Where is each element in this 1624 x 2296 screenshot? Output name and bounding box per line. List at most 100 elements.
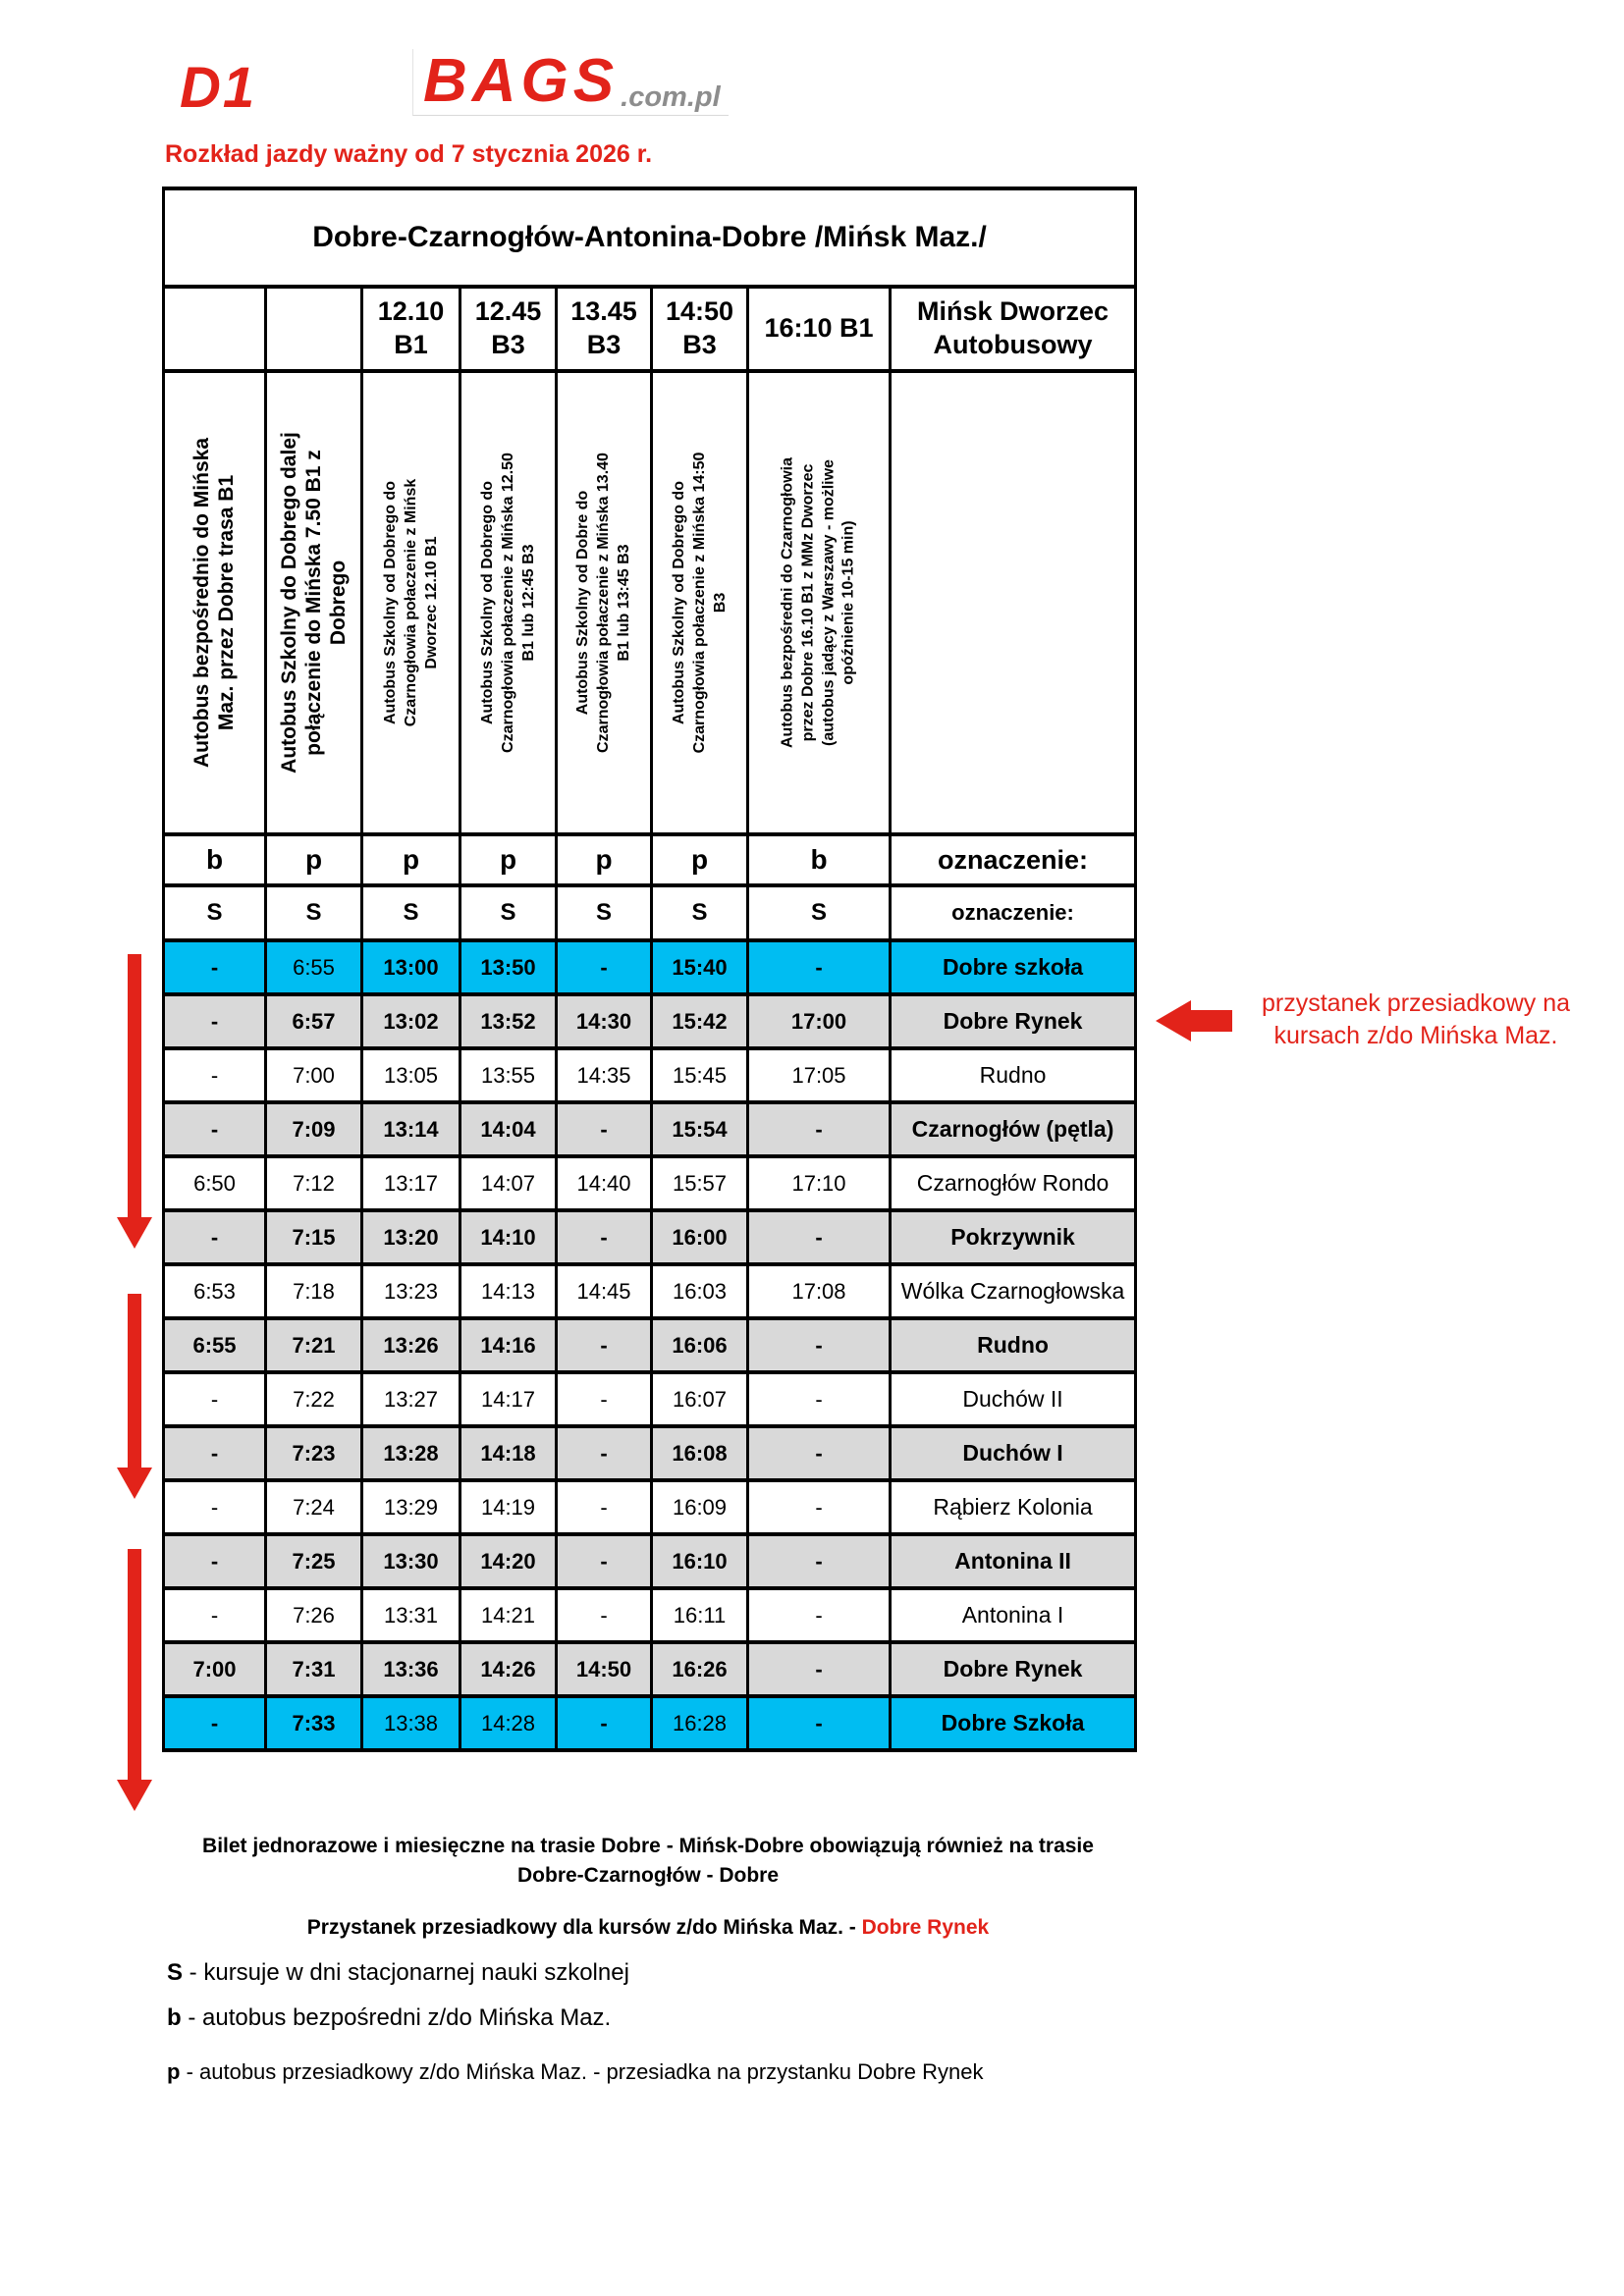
time-cell: 16:00 [650, 1208, 749, 1266]
route-direction-arrow-shaft [128, 1294, 141, 1468]
table-row: -7:25 13:30 14:20-16:10- Antonina II [162, 1532, 1138, 1590]
course-description-cell: Autobus Szkolny od Dobrego do Czarnogłow… [650, 369, 749, 836]
school-day-cell: S [360, 883, 461, 942]
time-cell: - [162, 992, 267, 1050]
time-cell: 16:28 [650, 1694, 749, 1752]
stop-cell: Duchów I [888, 1424, 1138, 1482]
time-cell: 14:50 [555, 1640, 653, 1698]
time-cell: 16:08 [650, 1424, 749, 1482]
route-direction-arrow-head [117, 1217, 152, 1249]
course-description-cell: Autobus bezpośrednio do Mińska Maz. prze… [162, 369, 267, 836]
stop-cell: Duchów II [888, 1370, 1138, 1428]
time-cell: 7:12 [264, 1154, 363, 1212]
table-row: -7:09 13:14 14:04-15:54- Czarnogłów (pętla) [162, 1100, 1138, 1158]
time-cell: 14:28 [459, 1694, 558, 1752]
time-cell: 13:14 [360, 1100, 461, 1158]
stop-cell: Wólka Czarnogłowska [888, 1262, 1138, 1320]
time-cell: 13:17 [360, 1154, 461, 1212]
time-cell: - [162, 1424, 267, 1482]
table-row: 6:53 7:18 13:23 14:13 14:45 16:03 17:08 Wólka C… [162, 1262, 1138, 1320]
time-cell: - [746, 1694, 892, 1752]
time-cell: 6:57 [264, 992, 363, 1050]
time-cell: - [162, 1532, 267, 1590]
course-description-cell: Autobus bezpośredni do Czarnogłowia prze… [746, 369, 892, 836]
table-row: 6:50 7:12 13:17 14:07 14:40 15:57 17:10 Czarnog… [162, 1154, 1138, 1212]
table-row: -7:15 13:20 14:10-16:00- Pokrzywnik [162, 1208, 1138, 1266]
time-cell: 17:08 [746, 1262, 892, 1320]
course-description-text: Autobus Szkolny od Dobrego do Czarnogłow… [381, 478, 439, 727]
time-cell: - [555, 1586, 653, 1644]
time-cell: - [555, 1316, 653, 1374]
time-cell: 7:21 [264, 1316, 363, 1374]
ticket-info-note: Bilet jednorazowe i miesięczne na trasie… [202, 1835, 1094, 1888]
course-description-cell [888, 369, 1138, 836]
route-direction-arrow-shaft [128, 1549, 141, 1780]
time-cell: 13:55 [459, 1046, 558, 1104]
time-cell: - [555, 1478, 653, 1536]
stop-cell: Czarnogłów (pętla) [888, 1100, 1138, 1158]
stop-cell: Rudno [888, 1316, 1138, 1374]
departure-time-header: 12.10 B1 [360, 285, 461, 373]
course-descriptions-row: Autobus bezpośrednio do Mińska Maz. prze… [162, 369, 1138, 836]
school-day-cell: S [746, 883, 892, 942]
stop-cell: Dobre Rynek [888, 992, 1138, 1050]
time-cell: 16:06 [650, 1316, 749, 1374]
time-cell: - [746, 1100, 892, 1158]
route-code: D1 [180, 56, 257, 120]
course-description-text: Autobus Szkolny od Dobrego do Czarnogłow… [478, 453, 536, 753]
table-row: -7:33 13:38 14:28-16:28- Dobre Szkoła [162, 1694, 1138, 1752]
course-description-text: Autobus bezpośrednio do Mińska Maz. prze… [189, 438, 238, 769]
legend-text: - autobus bezpośredni z/do Mińska Maz. [181, 2004, 612, 2031]
stop-cell: Pokrzywnik [888, 1208, 1138, 1266]
time-cell: 14:20 [459, 1532, 558, 1590]
time-cell: - [555, 1424, 653, 1482]
stop-cell: Dobre szkoła [888, 938, 1138, 996]
legend-symbol: b [167, 2004, 182, 2031]
time-cell: 13:28 [360, 1424, 461, 1482]
school-day-cell: S [555, 883, 653, 942]
time-cell: - [555, 1370, 653, 1428]
table-title-row: Dobre-Czarnogłów-Antonina-Dobre /Mińsk M… [161, 187, 1138, 289]
transfer-stop-arrow-shaft [1189, 1010, 1232, 1032]
stop-cell: Rąbierz Kolonia [888, 1478, 1138, 1536]
time-cell: 7:22 [264, 1370, 363, 1428]
table-row: 7:00 7:31 13:36 14:26 14:50 16:26- Dobre Rynek [162, 1640, 1138, 1698]
stop-cell: Dobre Rynek [888, 1640, 1138, 1698]
stop-cell: Antonina I [888, 1586, 1138, 1644]
time-cell: - [162, 1370, 267, 1428]
time-cell: 6:50 [162, 1154, 267, 1212]
time-cell: 15:54 [650, 1100, 749, 1158]
time-cell: 14:17 [459, 1370, 558, 1428]
validity-note: Rozkład jazdy ważny od 7 stycznia 2026 r… [165, 140, 653, 168]
time-cell: 14:13 [459, 1262, 558, 1320]
time-cell: 16:11 [650, 1586, 749, 1644]
time-cell: 13:52 [459, 992, 558, 1050]
legend-item: p - autobus przesiadkowy z/do Mińska Maz… [167, 2059, 983, 2085]
time-cell: 17:00 [746, 992, 892, 1050]
time-cell: 7:15 [264, 1208, 363, 1266]
time-cell: - [555, 938, 653, 996]
time-cell: - [746, 1424, 892, 1482]
time-cell: 15:45 [650, 1046, 749, 1104]
service-type-cell: p [650, 832, 749, 887]
course-description-cell: Autobus Szkolny do Dobrego dalej połącze… [264, 369, 363, 836]
time-cell: 6:55 [162, 1316, 267, 1374]
destination-header: Mińsk Dworzec Autobusowy [888, 285, 1138, 373]
time-cell: - [746, 1208, 892, 1266]
transfer-info-note: Przystanek przesiadkowy dla kursów z/do … [162, 1916, 1134, 1940]
school-day-cell: S [459, 883, 558, 942]
time-cell: - [746, 1532, 892, 1590]
service-type-cell: p [459, 832, 558, 887]
transfer-info-text: Przystanek przesiadkowy dla kursów z/do … [306, 1916, 862, 1939]
time-cell: 7:26 [264, 1586, 363, 1644]
time-cell: 13:02 [360, 992, 461, 1050]
service-type-cell: b [746, 832, 892, 887]
time-cell: 13:31 [360, 1586, 461, 1644]
departure-time-header [264, 285, 363, 373]
service-type-row: b p p p p p b oznaczenie: [162, 832, 1138, 887]
time-cell: 14:26 [459, 1640, 558, 1698]
service-type-cell: b [162, 832, 267, 887]
time-cell: 15:42 [650, 992, 749, 1050]
table-title: Dobre-Czarnogłów-Antonina-Dobre /Mińsk M… [161, 187, 1138, 289]
oznaczenie-label: oznaczenie: [888, 883, 1138, 942]
